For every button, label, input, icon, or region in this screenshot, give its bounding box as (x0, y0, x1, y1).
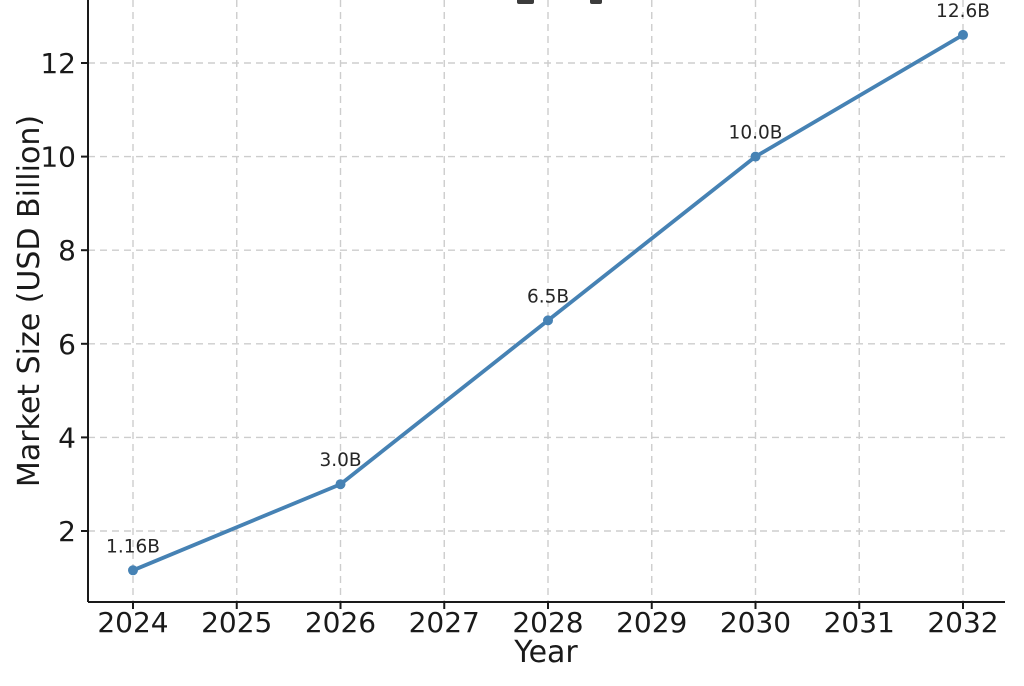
x-tick-label: 2031 (824, 606, 895, 639)
point-label: 12.6B (936, 1, 990, 22)
x-tick-label: 2032 (927, 606, 998, 639)
y-tick-label: 6 (58, 328, 76, 361)
y-tick-label: 8 (58, 234, 76, 267)
data-point-marker (335, 479, 346, 490)
point-label: 1.16B (106, 536, 160, 557)
cropped-title-fragment (590, 0, 602, 4)
data-point-marker (750, 151, 761, 162)
y-tick-label: 12 (40, 47, 76, 80)
y-tick-label: 2 (58, 515, 76, 548)
x-axis-label: Year (514, 635, 578, 670)
x-tick-label: 2025 (201, 606, 272, 639)
x-tick-label: 2028 (512, 606, 583, 639)
point-label: 3.0B (319, 450, 361, 471)
point-label: 10.0B (729, 123, 783, 144)
data-point-marker (958, 29, 968, 40)
x-tick-label: 2024 (97, 606, 168, 639)
x-tick-label: 2026 (305, 606, 376, 639)
y-tick-label: 4 (58, 421, 76, 454)
x-tick-label: 2027 (409, 606, 480, 639)
point-label: 6.5B (527, 286, 569, 307)
x-tick-label: 2029 (616, 606, 687, 639)
data-point-marker (543, 315, 553, 326)
data-point-marker (128, 565, 138, 576)
y-tick-label: 10 (40, 141, 76, 174)
cropped-title-fragment (517, 0, 534, 4)
x-tick-label: 2030 (720, 606, 791, 639)
y-axis-label: Market Size (USD Billion) (12, 114, 47, 488)
